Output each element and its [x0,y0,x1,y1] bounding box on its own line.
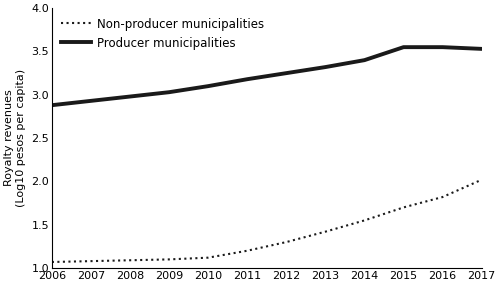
Producer municipalities [362,58,368,62]
Producer municipalities [205,84,211,88]
Non-producer municipalities [88,259,94,263]
Producer municipalities [322,65,328,69]
Non-producer municipalities [244,249,250,253]
Line: Non-producer municipalities: Non-producer municipalities [52,180,482,262]
Producer municipalities [166,90,172,94]
Y-axis label: Royalty revenues
(Log10 pesos per capita): Royalty revenues (Log10 pesos per capita… [4,69,26,207]
Producer municipalities [284,72,290,75]
Producer municipalities [127,95,133,98]
Non-producer municipalities [49,260,55,264]
Non-producer municipalities [205,256,211,259]
Producer municipalities [440,45,446,49]
Legend: Non-producer municipalities, Producer municipalities: Non-producer municipalities, Producer mu… [58,14,268,53]
Producer municipalities [478,47,484,51]
Producer municipalities [244,78,250,81]
Non-producer municipalities [478,178,484,182]
Non-producer municipalities [284,240,290,244]
Non-producer municipalities [440,195,446,199]
Non-producer municipalities [322,230,328,233]
Producer municipalities [49,103,55,107]
Non-producer municipalities [166,258,172,261]
Producer municipalities [88,99,94,103]
Non-producer municipalities [400,206,406,209]
Non-producer municipalities [127,258,133,262]
Non-producer municipalities [362,219,368,222]
Line: Producer municipalities: Producer municipalities [52,47,482,105]
Producer municipalities [400,45,406,49]
